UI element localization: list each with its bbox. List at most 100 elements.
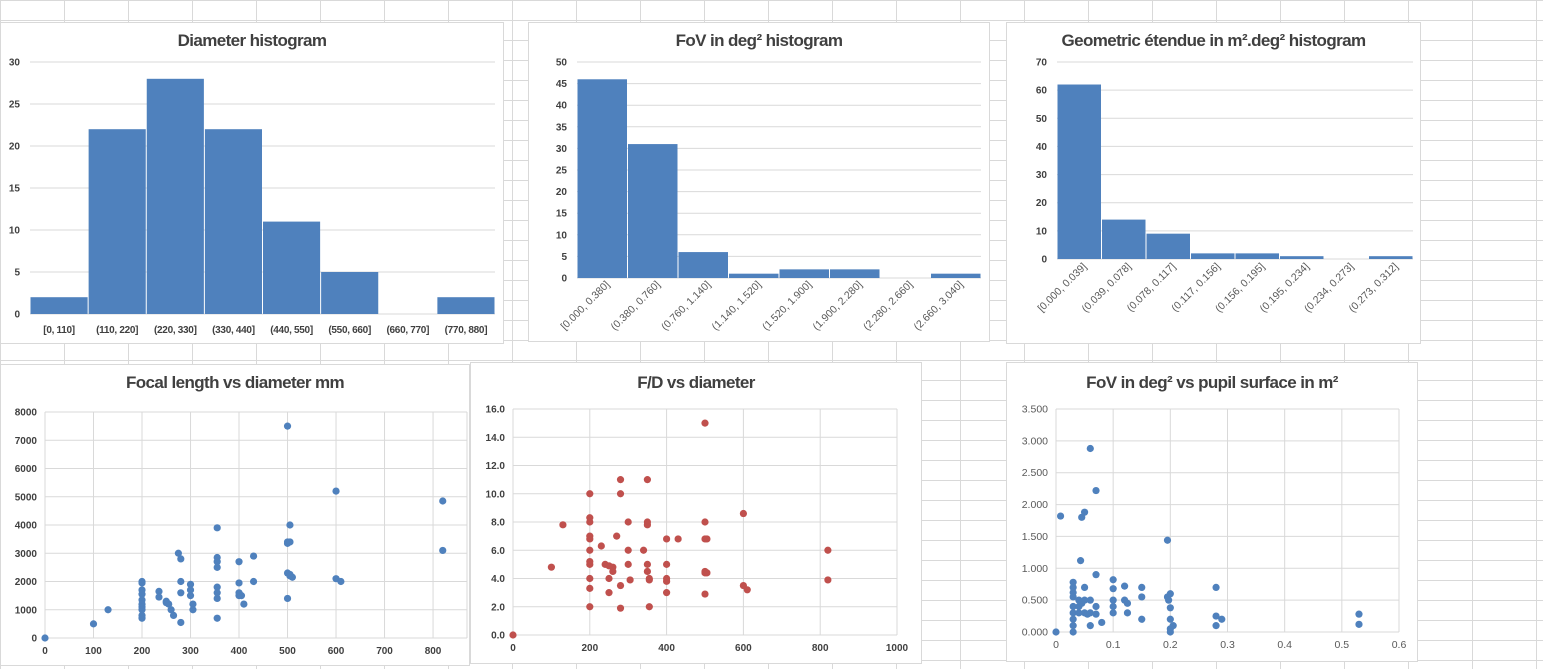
data-point <box>1098 618 1106 627</box>
y-tick-label: 16.0 <box>486 405 506 416</box>
chart-title: FoV in deg² histogram <box>675 31 843 50</box>
x-tick-label: (2.660, 3.040] <box>912 279 966 333</box>
y-tick-label: 40 <box>1036 142 1048 153</box>
data-point <box>138 590 146 598</box>
y-tick-label: 70 <box>1036 58 1048 69</box>
y-tick-label: 25 <box>9 100 21 111</box>
y-tick-label: 30 <box>9 58 21 69</box>
data-point <box>177 618 185 627</box>
data-point <box>186 586 195 594</box>
data-point <box>213 614 221 622</box>
x-tick-label: (1.900, 2.280] <box>811 279 865 333</box>
data-point <box>167 606 175 614</box>
bar <box>1280 256 1324 259</box>
etendue-histogram-panel[interactable]: Geometric étendue in m².deg² histogram 0… <box>1006 22 1421 344</box>
data-point <box>1086 444 1094 453</box>
data-point <box>1080 596 1089 604</box>
data-point <box>332 487 340 495</box>
x-tick-label: [0.000, 0.380] <box>558 279 612 333</box>
data-point <box>1092 602 1100 611</box>
y-tick-label: 8000 <box>15 408 38 419</box>
data-point <box>663 535 671 543</box>
data-point <box>624 518 632 526</box>
data-point <box>1086 609 1094 617</box>
y-tick-label: 15 <box>556 209 568 220</box>
data-point <box>138 606 146 614</box>
data-point <box>165 600 173 608</box>
y-tick-label: 3.500 <box>1022 404 1048 416</box>
y-tick-label: 0.500 <box>1022 595 1048 607</box>
data-point <box>616 476 625 484</box>
data-point <box>240 600 248 608</box>
x-tick-label: (0.380, 0.760] <box>609 279 663 333</box>
y-tick-label: 15 <box>9 184 21 195</box>
fov-histogram-panel[interactable]: FoV in deg² histogram 0 5 10 15 20 25 30 35 40 45… <box>528 22 990 342</box>
data-point <box>1092 486 1100 495</box>
data-point <box>235 579 243 587</box>
x-tick-label: 100 <box>85 646 102 657</box>
y-tick-label: 40 <box>556 101 568 112</box>
x-tick-label: (110, 220] <box>96 325 138 336</box>
data-point <box>586 546 594 554</box>
bar <box>1102 219 1146 259</box>
fov-pupil-scatter-panel[interactable]: FoV in deg² vs pupil surface in m² 0.000… <box>1006 362 1418 662</box>
data-point <box>1109 576 1117 584</box>
y-tick-label: 60 <box>1036 86 1048 97</box>
x-tick-label: 0 <box>42 646 48 657</box>
diameter-histogram-panel[interactable]: Diameter histogram 0 5 10 15 20 25 30 [0, 110] (… <box>0 22 504 344</box>
data-point <box>613 532 621 540</box>
data-point <box>41 634 49 642</box>
data-point <box>703 569 711 577</box>
x-tick-label: (770, 880] <box>445 325 488 336</box>
chart-title: Focal length vs diameter mm <box>125 373 345 392</box>
x-tick-label: 0 <box>1053 639 1059 651</box>
x-tick-label: 0.2 <box>1163 639 1178 651</box>
y-tick-label: 10.0 <box>486 489 506 500</box>
data-point <box>1212 583 1220 591</box>
data-point <box>286 521 294 529</box>
data-point <box>1166 615 1174 623</box>
y-tick-label: 10 <box>556 230 568 241</box>
data-point <box>624 546 632 554</box>
data-point <box>1075 609 1083 617</box>
data-point <box>213 524 221 532</box>
data-point <box>189 600 197 608</box>
data-point <box>337 577 345 586</box>
bar <box>1057 84 1101 259</box>
data-point <box>1056 512 1065 520</box>
data-point <box>1138 583 1146 591</box>
data-point <box>1218 615 1226 623</box>
data-point <box>1080 583 1089 591</box>
data-point <box>1212 622 1220 630</box>
y-tick-label: 3000 <box>15 549 38 560</box>
data-point <box>439 497 447 505</box>
data-point <box>138 579 146 587</box>
data-point <box>213 563 221 571</box>
fov-pupil-scatter-chart: 0.000 0.500 1.000 1.500 2.000 2.500 3.000 3.500… <box>1022 404 1407 652</box>
data-point <box>701 419 709 427</box>
fd-scatter-panel[interactable]: F/D vs diameter 0.0 2.0 4.0 6.0 8.0 10.0 12.0 1… <box>470 362 922 664</box>
bar <box>204 129 262 314</box>
y-tick-label: 0.000 <box>1022 627 1048 639</box>
bar <box>263 221 321 314</box>
y-tick-label: 35 <box>556 122 568 133</box>
focal-length-scatter-panel[interactable]: Focal length vs diameter mm 0 1000 2000 300… <box>0 364 470 666</box>
data-point <box>559 521 567 529</box>
bar <box>1369 256 1413 259</box>
data-point <box>1138 593 1146 601</box>
data-point <box>249 552 258 560</box>
x-tick-label: (2.280, 2.660] <box>861 279 915 333</box>
y-tick-label: 10 <box>1036 226 1048 237</box>
chart-title: Geometric étendue in m².deg² histogram <box>1061 31 1366 50</box>
bar <box>30 297 88 314</box>
data-point <box>1109 609 1117 617</box>
data-point <box>177 589 185 597</box>
y-tick-label: 50 <box>556 58 568 69</box>
bar <box>1146 233 1190 259</box>
data-point <box>1121 582 1129 590</box>
data-point <box>235 558 243 566</box>
data-point <box>605 574 613 583</box>
data-point <box>1166 590 1174 598</box>
data-point <box>169 611 178 619</box>
data-point <box>1109 596 1117 604</box>
